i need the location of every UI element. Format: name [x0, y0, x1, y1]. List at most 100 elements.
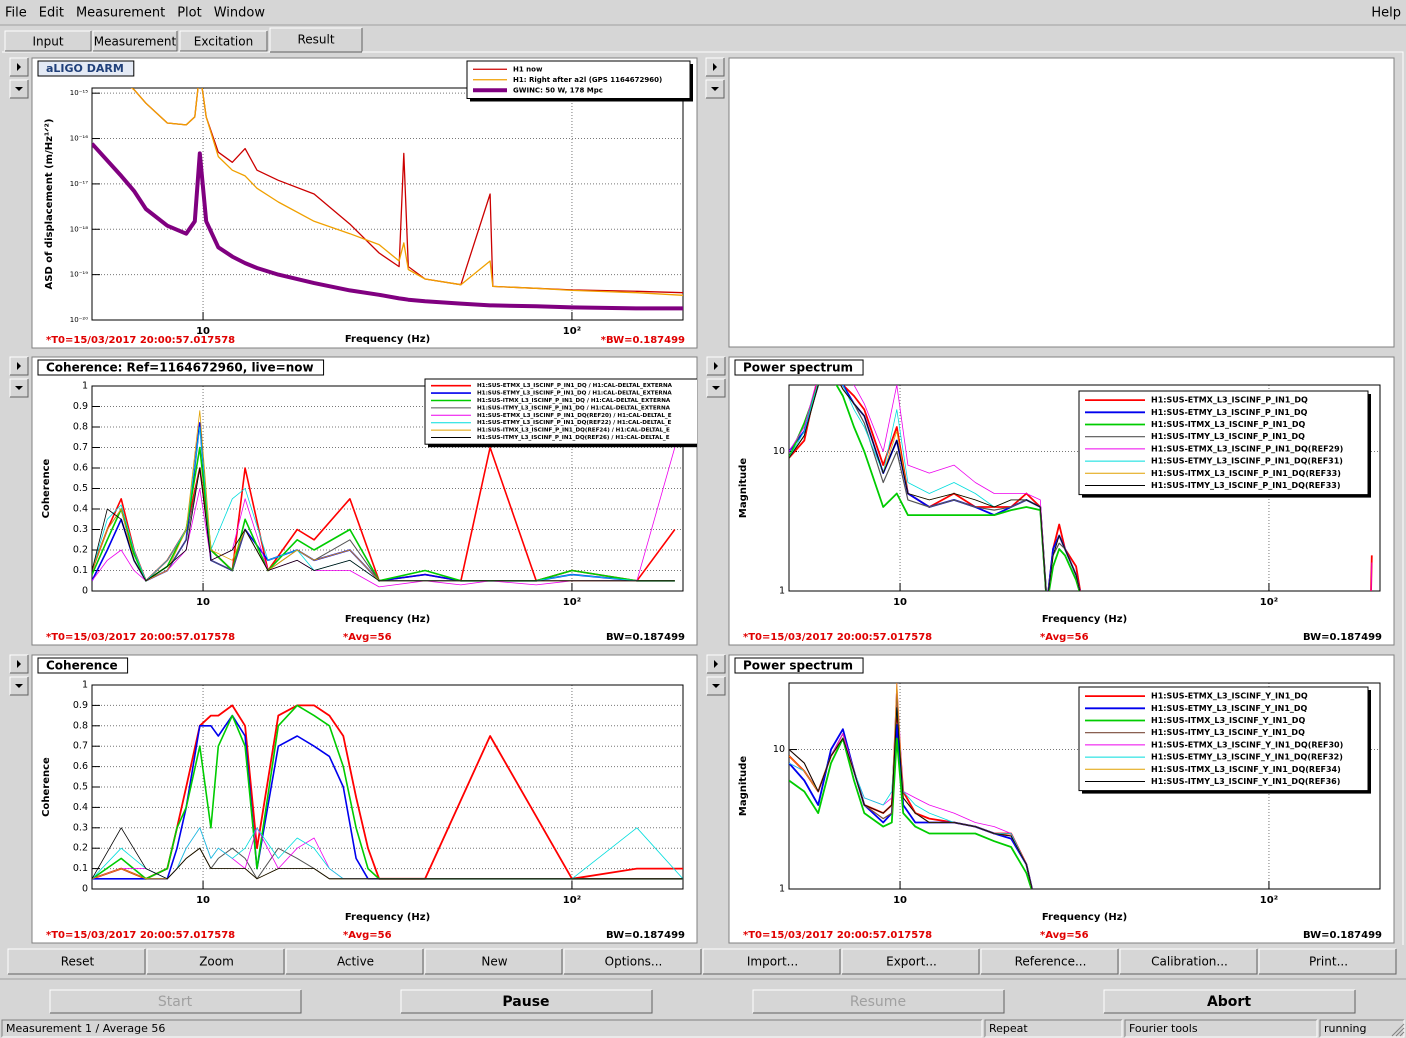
x-axis-label: Frequency (Hz) — [345, 912, 430, 923]
tab[interactable]: Result — [269, 27, 363, 53]
y-tick-label: 1 — [779, 586, 785, 597]
edge-dark — [286, 949, 424, 975]
face — [985, 1020, 1122, 1037]
legend-label: H1:SUS-ITMY_L3_ISCINF_Y_IN1_DQ(REF36) — [1151, 777, 1340, 786]
button[interactable]: Print... — [1258, 948, 1397, 975]
footer-t0: *T0=15/03/2017 20:00:57.017578 — [46, 632, 235, 643]
button-label[interactable]: Calibration... — [1151, 955, 1228, 969]
edge-dark — [10, 357, 29, 376]
scroll-button[interactable] — [706, 654, 726, 674]
scroll-button[interactable] — [705, 57, 725, 77]
legend-label: GWINC: 50 W, 178 Mpc — [513, 86, 603, 94]
tab-label[interactable]: Result — [297, 33, 334, 47]
button-label[interactable]: Reset — [61, 955, 95, 969]
plot-title-box: Coherence: Ref=1164672960, live=now — [37, 359, 325, 376]
x-tick-label: 10² — [1260, 597, 1278, 608]
face — [753, 990, 1004, 1013]
tab-label[interactable]: Measurement — [94, 35, 177, 49]
scroll-button[interactable] — [9, 356, 29, 376]
tab[interactable]: Measurement — [92, 30, 178, 52]
footer-bw: *BW=0.187499 — [601, 335, 685, 346]
button[interactable]: Reset — [7, 948, 146, 975]
scroll-button[interactable] — [706, 676, 726, 696]
control-button: Start — [49, 989, 302, 1014]
plot-area-border — [91, 684, 684, 890]
button[interactable]: Zoom — [146, 948, 285, 975]
button[interactable]: New — [424, 948, 563, 975]
button[interactable]: Calibration... — [1119, 948, 1258, 975]
legend: H1 now H1: Right after a2l (GPS 116467296… — [466, 60, 693, 102]
edge-dark — [1259, 949, 1397, 975]
edge-dark — [1125, 1020, 1318, 1038]
scroll-button[interactable] — [9, 676, 29, 696]
plot-title: aLIGO DARM — [46, 62, 124, 75]
control-label[interactable]: Abort — [1207, 994, 1251, 1010]
arrow-icon — [714, 660, 718, 668]
menu-item[interactable]: Plot — [177, 6, 202, 21]
edge-dark — [2, 1020, 983, 1038]
button[interactable]: Export... — [841, 948, 980, 975]
edge-light — [1119, 948, 1257, 974]
y-tick-label: 1 — [779, 884, 785, 895]
edge-dark — [10, 677, 29, 696]
menu-item[interactable]: Window — [214, 6, 266, 21]
plot-frame — [31, 654, 698, 944]
legend-label: H1:SUS-ETMY_L3_ISCINF_P_IN1_DQ(REF22) / … — [477, 420, 671, 426]
button-label[interactable]: Print... — [1309, 955, 1348, 969]
button-label[interactable]: Export... — [886, 955, 937, 969]
y-tick-label: 0.4 — [73, 802, 88, 813]
edge-dark — [8, 949, 146, 975]
button-label[interactable]: Import... — [747, 955, 798, 969]
edge-dark — [707, 357, 726, 376]
edge-light — [1258, 948, 1396, 974]
y-tick-label: 10⁻¹⁵ — [70, 89, 88, 97]
button[interactable]: Reference... — [980, 948, 1119, 975]
menu-item[interactable]: File — [5, 6, 27, 21]
button-label[interactable]: New — [481, 955, 507, 969]
scroll-button[interactable] — [9, 57, 29, 77]
footer-avg: *Avg=56 — [1040, 632, 1089, 643]
menu-item[interactable]: Edit — [39, 6, 64, 21]
button-label[interactable]: Zoom — [199, 955, 234, 969]
plot-title-box: aLIGO DARM — [37, 60, 135, 77]
legend-label: H1:SUS-ITMX_L3_ISCINF_P_IN1_DQ(REF33) — [1151, 469, 1341, 478]
status-field: Fourier tools — [1124, 1019, 1318, 1038]
edge-light — [269, 27, 362, 52]
menu-item[interactable]: Measurement — [76, 6, 165, 21]
y-tick-label: 0.1 — [73, 863, 88, 874]
footer-avg: *Avg=56 — [1040, 930, 1089, 941]
scroll-button[interactable] — [706, 378, 726, 398]
scroll-button[interactable] — [9, 654, 29, 674]
legend-label: H1:SUS-ITMX_L3_ISCINF_Y_IN1_DQ(REF34) — [1151, 765, 1341, 774]
button-label[interactable]: Active — [337, 955, 374, 969]
edge-dark — [50, 990, 302, 1014]
plot-area-border — [91, 87, 684, 321]
scroll-button[interactable] — [705, 79, 725, 99]
scroll-button[interactable] — [9, 79, 29, 99]
scroll-button[interactable] — [706, 356, 726, 376]
tab[interactable]: Input — [4, 30, 92, 52]
arrow-icon — [15, 87, 23, 91]
button[interactable]: Options... — [563, 948, 702, 975]
control-button[interactable]: Pause — [400, 989, 653, 1014]
button[interactable]: Import... — [702, 948, 841, 975]
legend-label: H1:SUS-ITMY_L3_ISCINF_P_IN1_DQ(REF26) / … — [477, 435, 670, 441]
button-label[interactable]: Options... — [605, 955, 663, 969]
control-label[interactable]: Pause — [502, 994, 549, 1010]
status-field: Repeat — [984, 1019, 1123, 1038]
y-tick-label: 10⁻¹⁶ — [70, 135, 88, 143]
footer-t0: *T0=15/03/2017 20:00:57.017578 — [46, 930, 235, 941]
scroll-button[interactable] — [9, 378, 29, 398]
tab-label[interactable]: Excitation — [194, 35, 253, 49]
control-button[interactable]: Abort — [1103, 989, 1356, 1014]
menu-help[interactable]: Help — [1371, 6, 1401, 21]
legend-label: H1:SUS-ETMX_L3_ISCINF_P_IN1_DQ — [1151, 396, 1308, 405]
footer-bw: BW=0.187499 — [606, 632, 685, 643]
legend: H1:SUS-ETMX_L3_ISCINF_Y_IN1_DQ H1:SUS-ETM… — [1078, 686, 1371, 794]
y-axis-label: Magnitude — [738, 756, 749, 816]
tab[interactable]: Excitation — [179, 30, 268, 52]
tab-label[interactable]: Input — [32, 35, 63, 49]
button-label[interactable]: Reference... — [1015, 955, 1087, 969]
button[interactable]: Active — [285, 948, 424, 975]
